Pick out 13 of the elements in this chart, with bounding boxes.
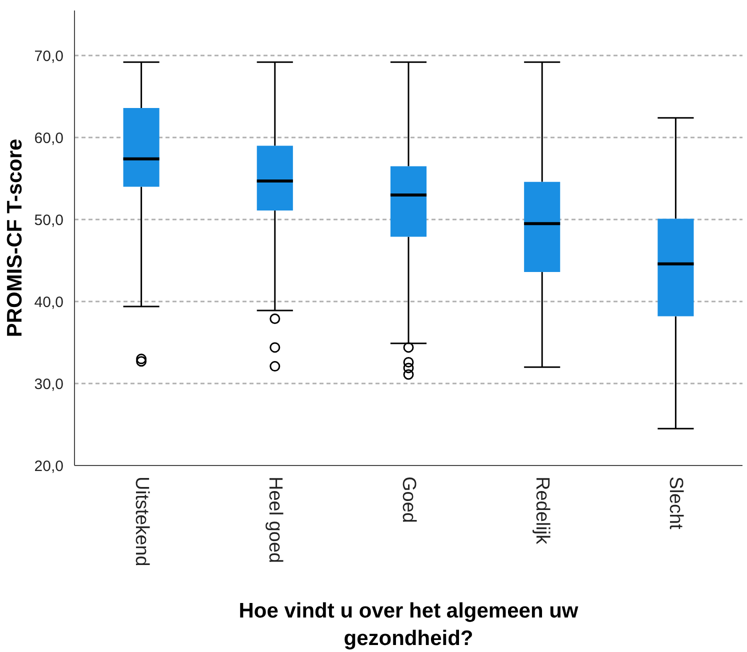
x-axis-title: Hoe vindt u over het algemeen uw gezondheid? <box>238 599 579 650</box>
y-tick-label: 60,0 <box>34 130 64 148</box>
y-tick-label: 20,0 <box>34 458 64 475</box>
x-tick-label: Goed <box>398 476 419 523</box>
y-tick-label: 40,0 <box>34 294 64 312</box>
y-axis-title: PROMIS-CF T-score <box>3 138 26 338</box>
y-tick-label: 30,0 <box>34 376 64 394</box>
x-tick-label: Slecht <box>665 476 686 530</box>
y-tick-label: 70,0 <box>34 48 64 66</box>
y-tick-label: 50,0 <box>34 212 64 230</box>
x-tick-label: Heel goed <box>264 476 286 564</box>
x-tick-label: Uitstekend <box>130 476 152 566</box>
x-tick-label: Redelijk <box>532 476 553 545</box>
